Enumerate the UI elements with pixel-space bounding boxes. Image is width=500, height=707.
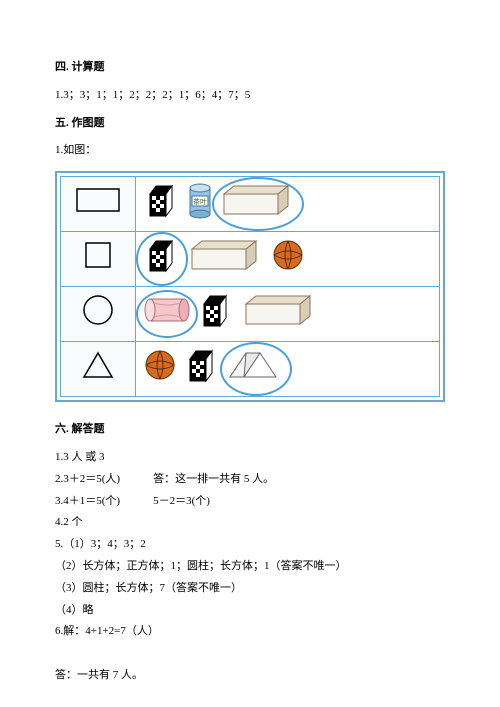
pink-cylinder-icon bbox=[142, 293, 192, 327]
cube-icon bbox=[196, 290, 236, 330]
answer-line: 1.3 人 或 3 bbox=[55, 448, 445, 468]
shapes-table-wrap: 茶叶 bbox=[55, 171, 445, 402]
section-4-title: 四. 计算题 bbox=[55, 58, 445, 78]
shapes-table: 茶叶 bbox=[60, 176, 440, 397]
table-row bbox=[61, 232, 440, 287]
table-row bbox=[61, 287, 440, 342]
cuboid-item bbox=[218, 180, 298, 228]
left-shape-cell bbox=[61, 342, 136, 397]
ball-item bbox=[270, 237, 306, 281]
answer-line: 5.（1）3；4；3；2 bbox=[55, 535, 445, 555]
section-6-title: 六. 解答题 bbox=[55, 420, 445, 440]
table-row bbox=[61, 342, 440, 397]
left-shape-cell bbox=[61, 232, 136, 287]
cuboid-icon bbox=[218, 180, 298, 220]
cuboid-icon bbox=[240, 290, 320, 330]
answer-line: 2.3＋2＝5(人) 答：这一排一共有 5 人。 bbox=[55, 470, 445, 490]
table-row: 茶叶 bbox=[61, 177, 440, 232]
basketball-icon bbox=[142, 347, 178, 383]
answer-line: 4.2 个 bbox=[55, 513, 445, 533]
cube-icon bbox=[142, 180, 182, 220]
left-shape-cell bbox=[61, 177, 136, 232]
answer-line: （3）圆柱；长方体；7（答案不唯一） bbox=[55, 579, 445, 599]
section-5-subtitle: 1.如图： bbox=[55, 141, 445, 161]
left-shape-cell bbox=[61, 287, 136, 342]
section-6-answers: 1.3 人 或 32.3＋2＝5(人) 答：这一排一共有 5 人。3.4＋1＝5… bbox=[55, 448, 445, 686]
cube-icon bbox=[142, 235, 182, 275]
square-icon bbox=[78, 235, 118, 275]
section-4-answers: 1.3；3；1；1；2；2；2；1；6；4；7；5 bbox=[55, 86, 445, 106]
answer-line: （4）略 bbox=[55, 601, 445, 621]
objects-cell bbox=[136, 232, 440, 287]
cuboid-item bbox=[186, 235, 266, 283]
svg-text:茶叶: 茶叶 bbox=[193, 197, 207, 206]
objects-cell: 茶叶 bbox=[136, 177, 440, 232]
answer-line: 答：一共有 7 人。 bbox=[55, 666, 445, 686]
answer-line bbox=[55, 644, 445, 664]
prism-icon bbox=[226, 345, 286, 385]
objects-cell bbox=[136, 287, 440, 342]
cube-item bbox=[142, 180, 182, 228]
basketball-icon bbox=[270, 237, 306, 273]
prism-item bbox=[226, 345, 286, 393]
rectangle-icon bbox=[73, 185, 123, 215]
cylinder_tea-item: 茶叶 bbox=[186, 180, 214, 228]
cube-item bbox=[182, 345, 222, 393]
cube-item bbox=[196, 290, 236, 338]
cuboid-item bbox=[240, 290, 320, 338]
answer-line: 6.解：4+1+2=7（人） bbox=[55, 622, 445, 642]
triangle-icon bbox=[78, 345, 118, 385]
cylinder_pink-item bbox=[142, 293, 192, 335]
objects-cell bbox=[136, 342, 440, 397]
ball-item bbox=[142, 347, 178, 391]
answer-line: 3.4＋1＝5(个) 5－2＝3(个) bbox=[55, 492, 445, 512]
answer-line: （2）长方体；正方体；1；圆柱；长方体；1（答案不唯一） bbox=[55, 557, 445, 577]
cube-icon bbox=[182, 345, 222, 385]
cuboid-icon bbox=[186, 235, 266, 275]
circle-icon bbox=[78, 290, 118, 330]
cube-item bbox=[142, 235, 182, 283]
section-5-title: 五. 作图题 bbox=[55, 114, 445, 134]
tea-cylinder-icon: 茶叶 bbox=[186, 180, 214, 220]
